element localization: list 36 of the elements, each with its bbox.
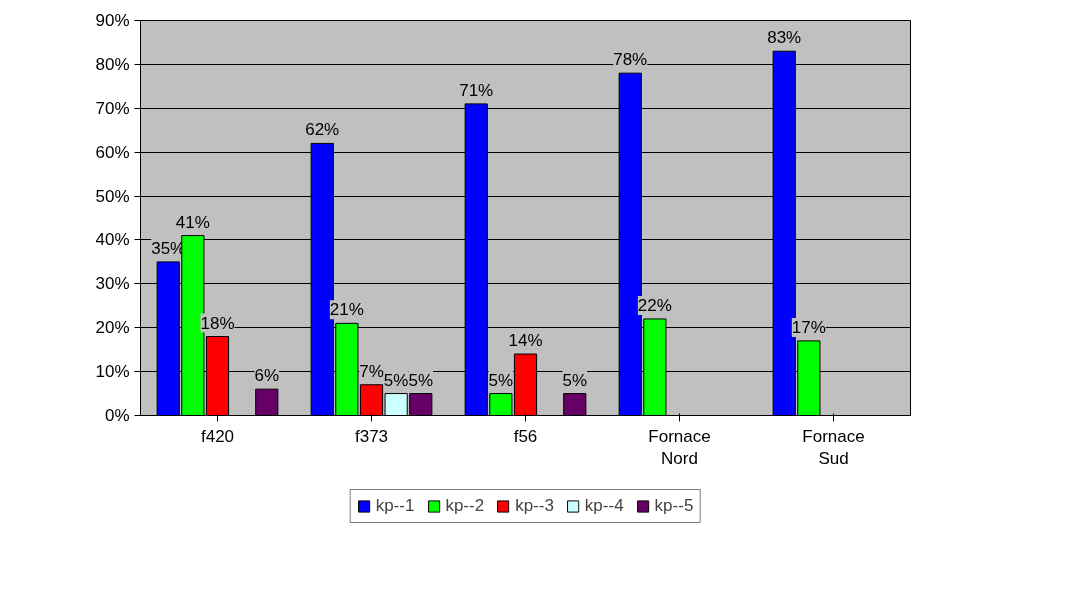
data-label: 5%: [408, 370, 434, 390]
y-tick-label: 60%: [95, 142, 130, 162]
y-tick-label: 70%: [95, 98, 130, 118]
x-tick-label: f373: [354, 426, 389, 446]
x-tick-label: Fornace Sud: [802, 426, 865, 469]
data-label: 83%: [767, 28, 802, 48]
y-tick-label: 20%: [95, 318, 130, 338]
y-tick-label: 80%: [95, 54, 130, 74]
data-label: 5%: [488, 370, 514, 390]
y-tick-label: 0%: [104, 406, 130, 425]
data-label: 71%: [459, 80, 494, 100]
legend-label: kp--1: [375, 496, 415, 516]
x-tick-label: f420: [200, 426, 235, 446]
y-tick-label: 90%: [95, 11, 130, 30]
legend-label: kp--3: [515, 496, 554, 516]
data-label: 17%: [791, 317, 826, 337]
data-label: 5%: [383, 370, 409, 390]
legend-label: kp--5: [654, 496, 694, 516]
y-tick-label: 10%: [95, 362, 130, 382]
legend-label: kp--2: [445, 496, 485, 516]
data-label: 22%: [637, 295, 672, 315]
data-label: 14%: [508, 331, 543, 351]
data-label: 62%: [305, 120, 340, 140]
data-label: 5%: [562, 370, 588, 390]
x-tick-label: Fornace Nord: [648, 426, 711, 469]
data-label: 6%: [254, 366, 280, 386]
data-label: 18%: [200, 313, 235, 333]
data-label: 7%: [359, 361, 384, 381]
legend-label: kp--4: [584, 496, 624, 516]
data-label: 21%: [329, 300, 364, 320]
y-tick-label: 40%: [95, 230, 130, 250]
data-label: 41%: [175, 212, 210, 232]
x-tick-label: f56: [513, 426, 538, 446]
y-tick-label: 30%: [95, 274, 130, 294]
y-tick-label: 50%: [95, 186, 130, 206]
data-label: 78%: [613, 50, 648, 70]
